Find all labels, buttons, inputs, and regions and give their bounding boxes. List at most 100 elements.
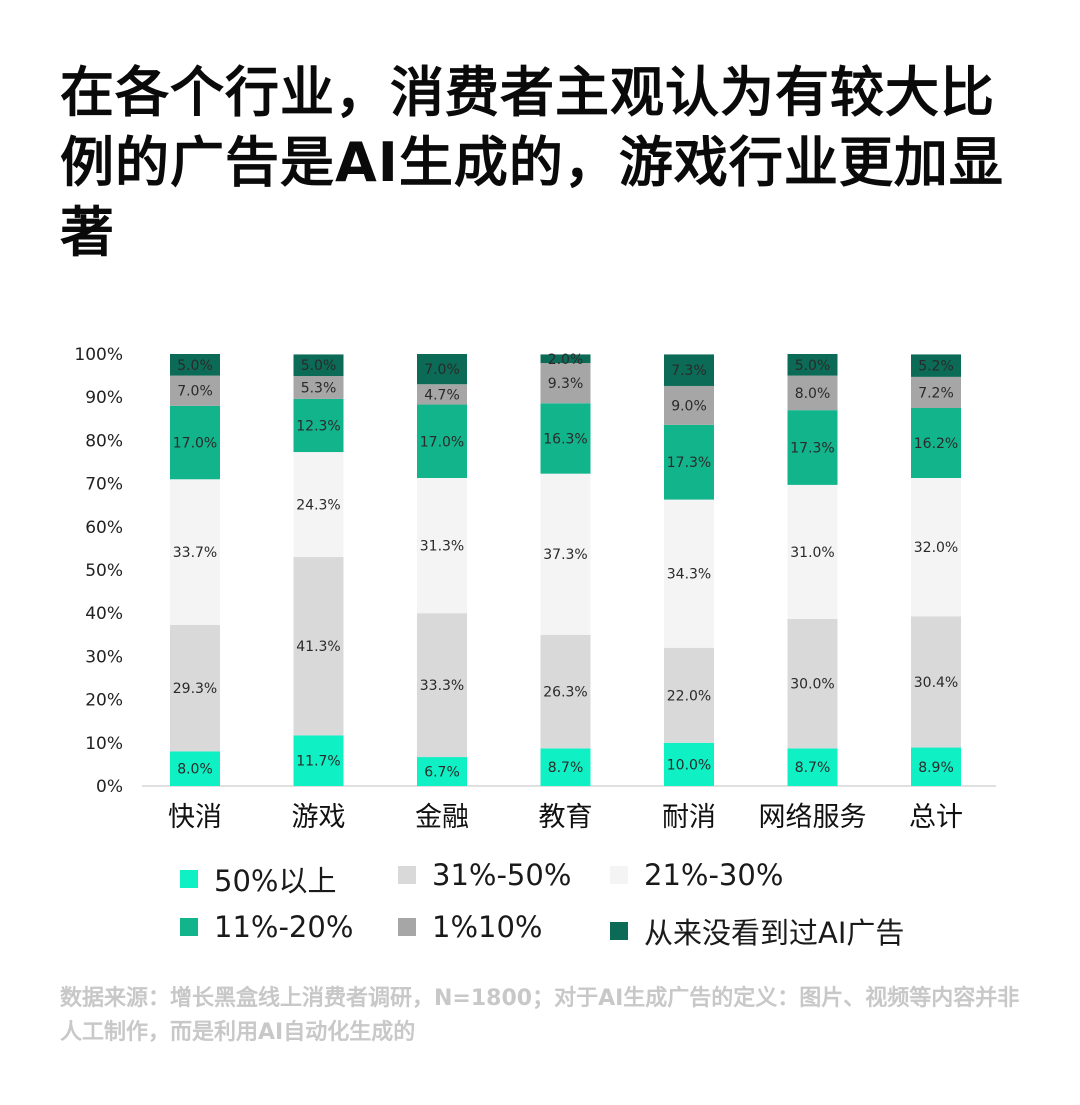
bar-segment: [540, 473, 591, 635]
data-label: 31.3%: [420, 539, 464, 555]
bar-segment: [911, 747, 961, 786]
data-label: 17.0%: [173, 436, 217, 452]
y-tick-label: 0%: [96, 777, 123, 797]
bar-segment: [664, 424, 714, 500]
data-label: 7.0%: [424, 362, 460, 378]
data-label: 22.0%: [667, 688, 711, 704]
source-note: 数据来源：增长黑盒线上消费者调研，N=1800；对于AI生成广告的定义：图片、视…: [60, 986, 1020, 1045]
bar-segment: [540, 748, 591, 786]
data-label: 29.3%: [173, 681, 217, 697]
bar-segment: [417, 613, 467, 758]
data-label: 5.0%: [177, 358, 213, 374]
data-label: 17.3%: [790, 441, 834, 457]
y-tick-label: 100%: [74, 345, 123, 365]
bar-segment: [664, 385, 714, 425]
bar-segment: [293, 398, 344, 453]
legend-swatch: [398, 918, 416, 936]
data-label: 11.7%: [296, 754, 340, 770]
data-label: 30.0%: [790, 677, 834, 693]
bar-segment: [787, 748, 838, 786]
x-category-label: 快消: [168, 802, 222, 833]
data-label: 7.3%: [671, 363, 707, 379]
bar-segment: [787, 484, 838, 619]
data-label: 16.3%: [543, 431, 587, 447]
data-label: 34.3%: [667, 567, 711, 583]
data-label: 10.0%: [667, 757, 711, 773]
bar-segment: [417, 477, 467, 614]
bar-segment: [540, 403, 591, 474]
x-category-label: 金融: [415, 802, 469, 833]
stacked-bar-chart: 0% 10% 20% 30% 40% 50% 60% 70% 80% 90% 100% 8.0% 29.…: [74, 345, 996, 833]
bar-segment: [293, 376, 344, 399]
y-tick-label: 30%: [85, 647, 123, 667]
bar-segment: [170, 354, 220, 376]
x-category-label: 教育: [539, 802, 593, 833]
data-label: 8.9%: [918, 760, 954, 776]
legend-label: 21%-30%: [644, 858, 784, 892]
legend-label: 11%-20%: [214, 910, 354, 944]
bar-segment: [664, 742, 714, 786]
data-label: 30.4%: [914, 675, 958, 691]
bar-segment: [170, 751, 220, 786]
data-label: 33.7%: [173, 545, 217, 561]
bar-segment: [170, 375, 220, 406]
data-label: 33.3%: [420, 678, 464, 694]
data-label: 32.0%: [914, 540, 958, 556]
data-label: 5.3%: [301, 380, 337, 396]
legend-item-11-20: 11%-20%: [180, 910, 353, 944]
data-label: 4.7%: [424, 387, 460, 403]
bar-segment: [911, 354, 961, 377]
x-category-label: 游戏: [292, 802, 346, 833]
data-label: 24.3%: [296, 498, 340, 514]
legend-swatch: [398, 866, 416, 884]
y-tick-label: 40%: [85, 604, 123, 624]
data-label: 17.0%: [420, 434, 464, 450]
legend-label: 从来没看到过AI广告: [644, 916, 905, 950]
bar-segment: [417, 354, 467, 385]
bar-segment: [293, 557, 344, 736]
bar-segment: [787, 375, 838, 411]
data-label: 8.0%: [177, 762, 213, 778]
bar-segment: [540, 634, 591, 749]
bar-segment: [170, 479, 220, 625]
data-label: 16.2%: [914, 436, 958, 452]
bar-segment: [293, 354, 344, 377]
y-tick-label: 10%: [85, 734, 123, 754]
bar-segment: [664, 647, 714, 743]
data-label: 8.7%: [548, 760, 584, 776]
y-tick-label: 90%: [85, 388, 123, 408]
legend-swatch: [180, 870, 198, 888]
bar-segment: [787, 354, 838, 376]
legend-item-21-30: 21%-30%: [610, 858, 783, 892]
y-tick-label: 50%: [85, 561, 123, 581]
legend-label: 50%以上: [214, 864, 337, 898]
page-title: 在各个行业，消费者主观认为有较大比例的广告是AI生成的，游戏行业更加显著: [60, 61, 1004, 264]
data-label: 6.7%: [424, 765, 460, 781]
data-label: 5.0%: [795, 358, 831, 374]
x-category-label: 网络服务: [759, 802, 867, 833]
bar-segment: [664, 354, 714, 386]
data-label: 8.7%: [795, 760, 831, 776]
bar-segment: [911, 376, 961, 408]
data-label: 5.2%: [918, 359, 954, 375]
data-label: 12.3%: [296, 418, 340, 434]
legend-item-never-seen: 从来没看到过AI广告: [610, 910, 904, 952]
data-label: 17.3%: [667, 455, 711, 471]
bar-segment: [417, 384, 467, 405]
data-label: 7.2%: [918, 385, 954, 401]
data-label: 8.0%: [795, 386, 831, 402]
y-tick-label: 70%: [85, 475, 123, 495]
bar-segment: [787, 410, 838, 485]
bar-segment: [170, 405, 220, 480]
bar-segment: [911, 477, 961, 617]
legend-item-1-10: 1%10%: [398, 910, 542, 944]
data-label: 9.0%: [671, 398, 707, 414]
data-label: 26.3%: [543, 685, 587, 701]
bar-segment: [911, 408, 961, 478]
legend-swatch: [180, 918, 198, 936]
y-tick-label: 60%: [85, 518, 123, 538]
legend-swatch: [610, 866, 628, 884]
data-label: 41.3%: [296, 639, 340, 655]
legend-label: 1%10%: [432, 910, 543, 944]
bar-segment: [170, 624, 220, 752]
